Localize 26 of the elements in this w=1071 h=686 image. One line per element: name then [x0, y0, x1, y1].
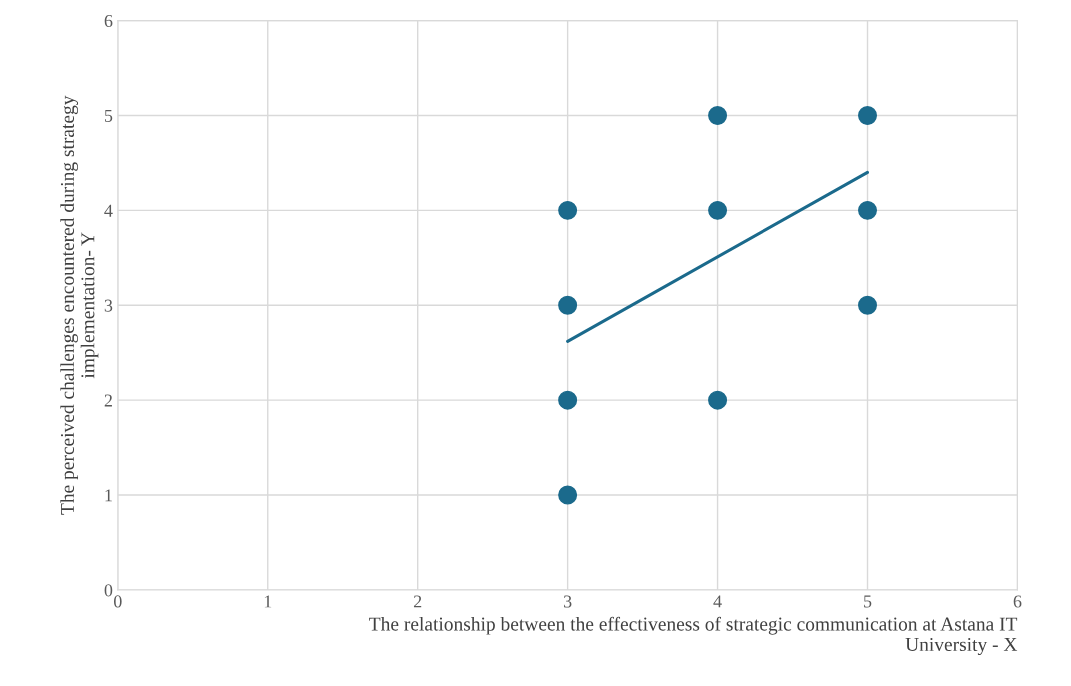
point — [558, 390, 578, 410]
x-tick-label: 2 — [413, 595, 422, 608]
y-tick-label: 4 — [104, 204, 113, 217]
point — [558, 485, 578, 505]
y-tick-label: 3 — [104, 299, 113, 312]
x-tick-label: 3 — [563, 595, 572, 608]
x-tick-label: 4 — [713, 595, 722, 608]
y-tick-label: 2 — [104, 394, 112, 407]
y-tick-label: 6 — [104, 14, 113, 28]
point — [708, 200, 728, 220]
y-tick-label: 1 — [105, 489, 112, 502]
x-axis-title: The relationship between the effectiveness of strategic communication at Astana IT University - X — [369, 616, 1018, 656]
point — [858, 295, 877, 315]
x-tick-label: 5 — [864, 595, 872, 608]
point — [858, 200, 877, 220]
x-tick-label: 0 — [113, 595, 122, 608]
point — [858, 105, 877, 125]
y-tick-label: 5 — [104, 109, 113, 122]
x-tick-label: 6 — [1013, 595, 1022, 608]
y-tick-label: 0 — [104, 584, 113, 597]
point — [708, 105, 728, 125]
point — [558, 200, 578, 220]
point — [558, 295, 578, 315]
x-tick-label: 1 — [264, 595, 272, 608]
y-axis-title: The perceived challenges encountered during strategy implementation- Y — [60, 95, 99, 515]
point — [708, 390, 728, 410]
